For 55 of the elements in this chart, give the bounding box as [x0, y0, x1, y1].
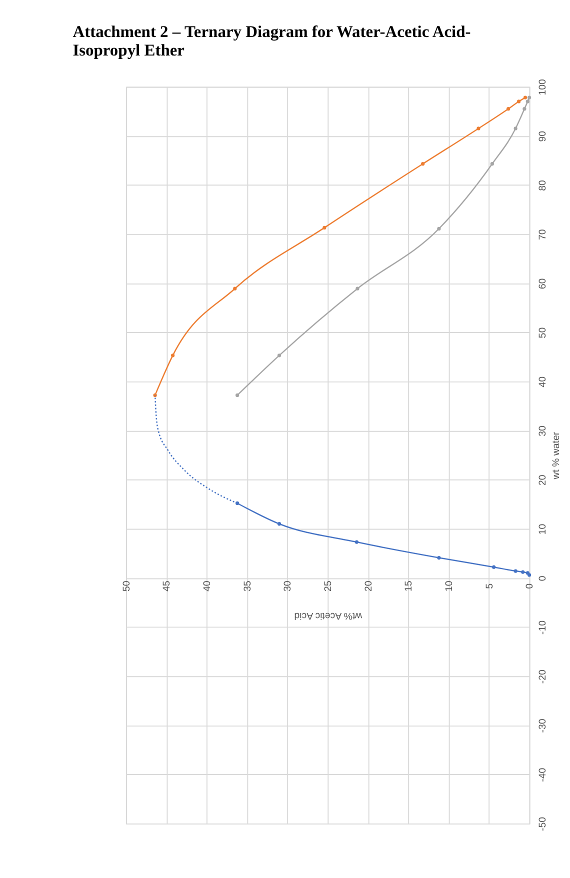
- y-tick-label: -40: [537, 767, 548, 782]
- x-tick-label: 20: [363, 580, 374, 592]
- point: [514, 569, 518, 573]
- y-tick-label: 20: [537, 474, 548, 486]
- point: [322, 226, 326, 230]
- x-tick-label: 10: [444, 580, 456, 592]
- point: [170, 354, 175, 358]
- x-tick-label: 35: [242, 580, 254, 592]
- point: [514, 126, 518, 130]
- point: [476, 126, 480, 130]
- x-tick-label: 40: [202, 580, 214, 592]
- point: [516, 100, 521, 104]
- point: [490, 162, 494, 166]
- y-tick-label: 60: [537, 278, 548, 290]
- y-tick-label: -20: [537, 669, 548, 684]
- x-tick-label: 0: [524, 582, 536, 589]
- point: [236, 393, 240, 397]
- point: [153, 393, 157, 397]
- x-tick-label: 50: [121, 580, 132, 592]
- chart-title: Attachment 2 – Ternary Diagram for Water-Acetic Acid-Isopropyl Ether: [72, 22, 471, 60]
- point: [526, 100, 530, 104]
- x-tick-label: 5: [484, 583, 496, 589]
- point: [492, 565, 496, 569]
- point: [522, 107, 526, 111]
- y-tick-label: 50: [537, 326, 548, 338]
- y-tick-label: 70: [537, 228, 548, 240]
- point: [527, 96, 532, 100]
- y-tick-label: 10: [537, 523, 548, 535]
- point: [421, 162, 425, 166]
- point: [233, 286, 237, 290]
- x-axis-title: wt% Acetic Acid: [294, 610, 364, 621]
- point: [277, 522, 282, 526]
- y-axis-title: wt % water: [550, 431, 562, 480]
- point: [437, 226, 441, 230]
- x-tick-label: 30: [282, 580, 294, 592]
- x-tick-label: 45: [162, 580, 173, 592]
- y-tick-label: -30: [537, 718, 548, 733]
- y-tick-label: 30: [537, 425, 548, 436]
- y-tick-label: 90: [537, 130, 548, 142]
- x-tick-label: 15: [404, 580, 415, 592]
- y-tick-label: 0: [537, 575, 548, 582]
- point: [356, 286, 360, 290]
- point: [437, 556, 441, 560]
- point: [521, 570, 525, 574]
- y-tick-label: 80: [537, 179, 548, 191]
- y-tick-label: 40: [537, 376, 548, 388]
- y-tick-label: -50: [537, 816, 548, 831]
- y-tick-label: -10: [537, 620, 548, 635]
- x-tick-label: 25: [323, 580, 334, 592]
- point: [236, 501, 240, 506]
- point: [523, 96, 528, 100]
- point: [506, 107, 510, 111]
- point: [354, 540, 358, 544]
- y-tick-label: 100: [537, 78, 548, 96]
- point: [277, 354, 282, 358]
